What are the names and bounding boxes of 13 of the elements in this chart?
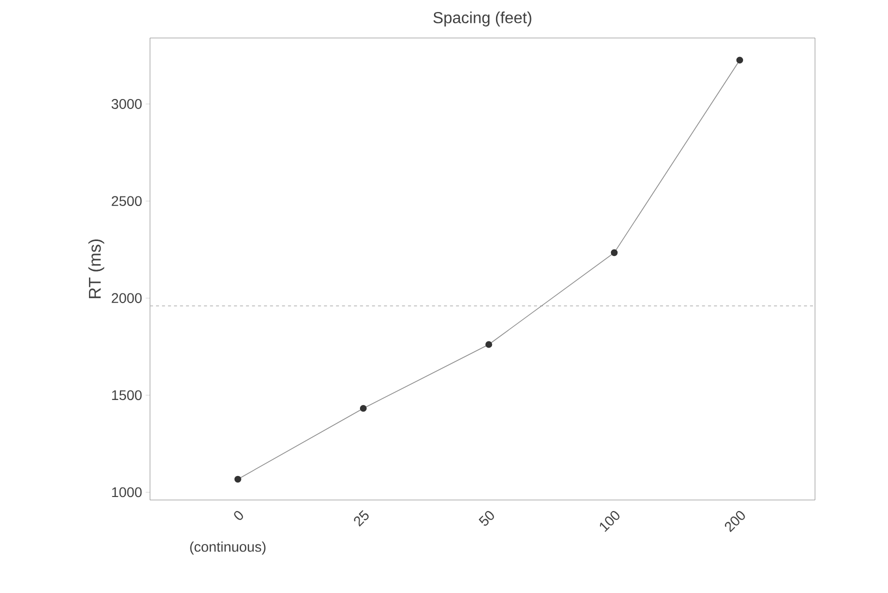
chart-title: Spacing (feet) [433, 12, 532, 26]
y-tick-label: 2000 [112, 293, 142, 304]
y-tick-label: 1000 [112, 487, 142, 498]
text: (continuous) [190, 542, 266, 555]
y-tick-label: 2500 [112, 196, 142, 206]
x-tick-label: 0 [234, 511, 244, 520]
y-tick-label: 3000 [112, 99, 142, 109]
x-tick-label: 100 [600, 511, 620, 532]
x-tick-label: 50 [478, 511, 494, 526]
y-axis-title: RT (ms) [88, 240, 104, 298]
y-tick-label: 1500 [112, 390, 142, 400]
x-tick-label: 25 [354, 510, 369, 527]
x-tick-label: 200 [724, 511, 745, 532]
